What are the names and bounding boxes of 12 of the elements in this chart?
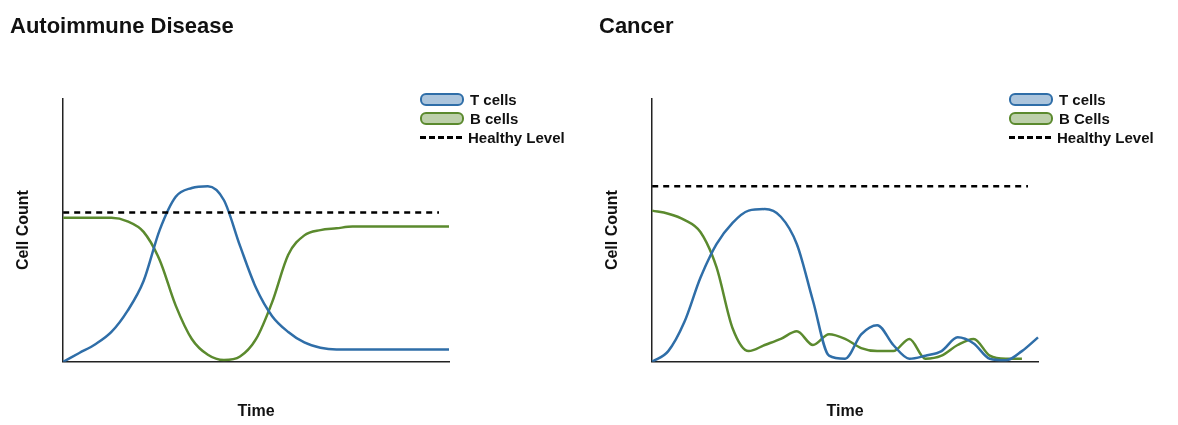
y-axis-title: Cell Count: [14, 189, 32, 271]
legend-label: T cells: [1058, 90, 1107, 109]
x-axis-title: Time: [237, 401, 275, 419]
chart-title: Autoimmune Disease: [10, 13, 234, 39]
y-axis-title: Cell Count: [603, 189, 621, 271]
legend-label: Healthy Level: [1056, 128, 1154, 147]
x-axis-title: Time: [826, 401, 864, 419]
legend-label: T cells: [469, 90, 518, 109]
legend-label: B Cells: [1058, 109, 1111, 128]
legend-label: Healthy Level: [467, 128, 565, 147]
legend-label: B cells: [469, 109, 520, 128]
chart-title: Cancer: [599, 13, 675, 39]
